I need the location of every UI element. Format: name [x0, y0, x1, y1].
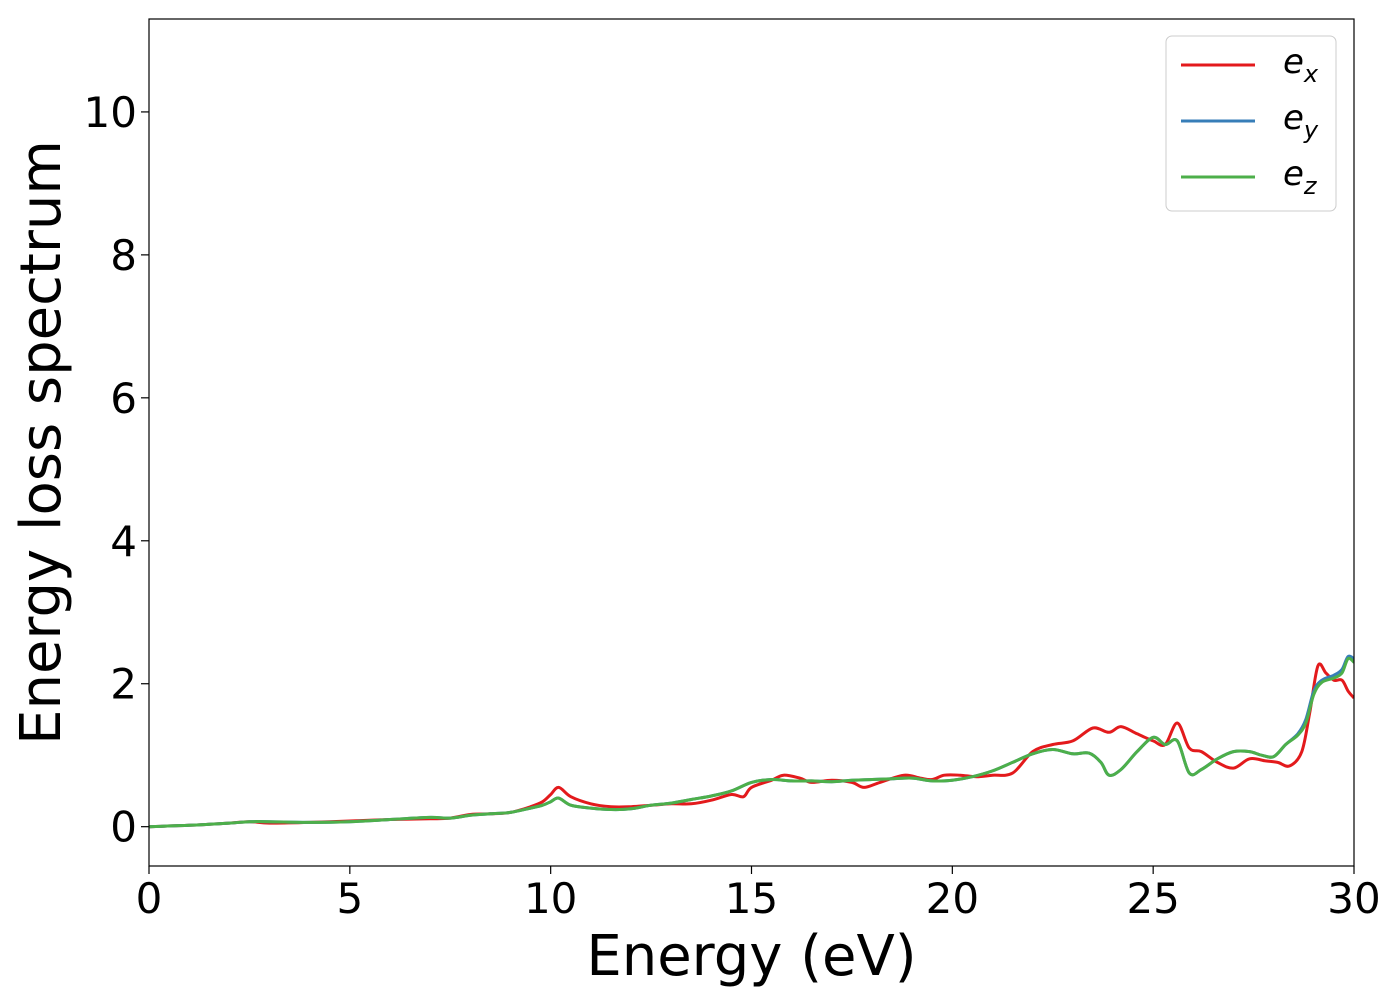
- series-line-z: [149, 656, 1354, 829]
- y-tick-label: 2: [110, 660, 137, 709]
- legend-label-subscript: x: [1303, 60, 1319, 88]
- x-axis-ticks: 0 5 10 15 20 25 30: [136, 866, 1381, 923]
- legend-label-subscript: y: [1303, 116, 1319, 144]
- x-tick-label: 25: [1126, 874, 1179, 923]
- legend-label-base: e: [1283, 98, 1304, 138]
- y-tick-label: 4: [110, 517, 137, 566]
- plot-lines: [149, 654, 1354, 829]
- x-tick-label: 10: [524, 874, 577, 923]
- x-tick-label: 30: [1327, 874, 1380, 923]
- legend-label-base: e: [1283, 42, 1304, 82]
- x-tick-label: 5: [336, 874, 363, 923]
- legend-label-base: e: [1283, 154, 1304, 194]
- y-tick-label: 0: [110, 803, 137, 852]
- y-axis-label: Energy loss spectrum: [9, 140, 74, 745]
- x-tick-label: 0: [136, 874, 163, 923]
- series-line-x: [149, 662, 1354, 829]
- legend-label-y: ey: [1283, 98, 1319, 144]
- y-axis-ticks: 0 2 4 6 8 10: [84, 88, 149, 852]
- x-axis-label: Energy (eV): [586, 924, 916, 989]
- y-tick-label: 10: [84, 88, 137, 137]
- legend-label-x: ex: [1283, 42, 1319, 88]
- x-tick-label: 15: [725, 874, 778, 923]
- y-tick-label: 6: [110, 374, 137, 423]
- legend-label-z: ez: [1283, 154, 1318, 200]
- legend-label-subscript: z: [1303, 172, 1318, 200]
- y-tick-label: 8: [110, 231, 137, 280]
- x-tick-label: 20: [926, 874, 979, 923]
- legend-box: [1165, 35, 1337, 212]
